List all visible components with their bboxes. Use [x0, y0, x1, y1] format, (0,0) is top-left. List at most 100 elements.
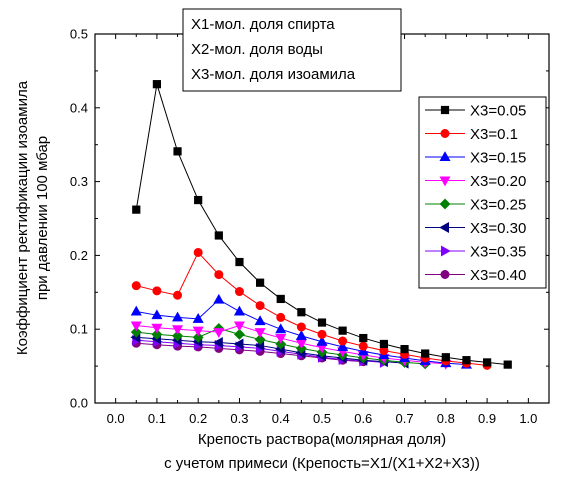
y-tick-labels: 0.0 0.1 0.2 0.3 0.4 0.5	[70, 27, 88, 411]
data-point	[317, 318, 327, 327]
legend-entries: X3=0.05 X3=0.1 X3=0.15 X3=0.20 X3=0.25 X3=0.3…	[425, 103, 526, 284]
data-point	[130, 326, 142, 338]
legend-entry: X3=0.35	[425, 244, 526, 261]
data-point	[131, 281, 141, 291]
data-point	[213, 328, 225, 338]
data-point	[255, 301, 265, 311]
legend-entry: X3=0.1	[425, 126, 518, 143]
legend-label: X3=0.25	[470, 197, 526, 214]
legend-marker	[440, 269, 450, 279]
y-tick-label: 0.0	[70, 396, 88, 411]
data-point	[295, 330, 307, 340]
y-tick-label: 0.5	[70, 27, 88, 42]
x-tick-label: 0.8	[437, 411, 455, 426]
series-line	[136, 324, 446, 365]
x-axis-title-line-2: с учетом примеси (Крепость=X1/(X1+X2+X3)…	[164, 455, 480, 472]
legend-entry: X3=0.30	[425, 220, 526, 237]
annotation-line-3: X3-мол. доля изоамила	[191, 66, 356, 83]
data-point	[173, 147, 182, 156]
x-tick-label: 0.5	[313, 411, 331, 426]
data-point	[462, 356, 471, 365]
data-point	[214, 270, 224, 280]
data-point	[275, 323, 287, 334]
legend: X3=0.05 X3=0.1 X3=0.15 X3=0.20 X3=0.25 X3=0.3…	[418, 96, 547, 289]
legend-entry: X3=0.25	[425, 197, 526, 214]
legend-marker	[440, 129, 450, 139]
data-point	[379, 339, 389, 349]
data-point	[359, 333, 368, 343]
legend-label: X3=0.15	[470, 150, 526, 167]
x-tick-label: 0.1	[148, 411, 166, 426]
data-point	[233, 305, 245, 316]
legend-marker	[439, 176, 451, 187]
data-point	[338, 326, 347, 335]
legend-entry: X3=0.20	[425, 173, 526, 190]
series-X3=0.1	[131, 247, 492, 370]
data-point	[441, 353, 450, 362]
legend-label: X3=0.30	[470, 220, 526, 237]
data-point	[400, 345, 409, 354]
data-point	[421, 349, 430, 358]
data-point	[337, 341, 349, 351]
x-axis-title-line-1: Крепость раствора(молярная доля)	[198, 431, 446, 448]
x-tick-label: 0.2	[189, 411, 207, 426]
data-point	[254, 328, 266, 338]
legend-label: X3=0.1	[470, 126, 518, 143]
y-axis-title-line-1: Коэффициент ректификации изоамила	[14, 80, 31, 355]
y-tick-label: 0.2	[70, 248, 88, 263]
data-point	[213, 336, 223, 348]
annotation-line-1: X1-мол. доля спирта	[191, 16, 335, 33]
data-point	[213, 293, 225, 304]
data-point	[192, 326, 204, 337]
data-point	[338, 336, 348, 346]
data-point	[482, 358, 492, 367]
x-tick-label: 0.3	[230, 411, 248, 426]
x-tick-labels: 0.0 0.1 0.2 0.3 0.4 0.5 0.6 0.7 0.8 0.9 1.0	[107, 411, 538, 426]
x-tick-label: 0.6	[354, 411, 372, 426]
data-point	[276, 294, 285, 304]
legend-marker	[439, 221, 450, 234]
y-tick-label: 0.3	[70, 174, 88, 189]
legend-entry: X3=0.05	[425, 103, 526, 120]
annotation-frame	[182, 8, 402, 92]
data-point	[235, 257, 244, 267]
y-tick-label: 0.4	[70, 100, 88, 115]
data-point	[152, 286, 162, 296]
data-point	[275, 334, 287, 344]
data-point	[234, 287, 244, 297]
legend-label: X3=0.05	[470, 103, 526, 120]
data-point	[130, 305, 142, 316]
data-point	[316, 335, 328, 346]
data-point	[233, 321, 245, 332]
x-tick-label: 0.0	[107, 411, 125, 426]
legend-entry: X3=0.15	[425, 150, 526, 167]
data-point	[172, 330, 183, 342]
data-point	[151, 323, 163, 334]
data-point	[151, 328, 163, 340]
data-point	[192, 313, 204, 323]
data-point	[172, 311, 184, 322]
data-point	[297, 308, 306, 317]
data-point	[276, 312, 286, 322]
x-tick-label: 1.0	[519, 411, 537, 426]
series-X3=0.05	[132, 80, 512, 369]
series-layer	[130, 80, 512, 370]
data-point	[173, 290, 183, 300]
y-axis-title-line-2: при давлении 100 мбар	[34, 136, 51, 300]
legend-label: X3=0.35	[470, 244, 526, 261]
data-point	[152, 80, 162, 89]
data-point	[254, 334, 266, 345]
legend-label: X3=0.20	[470, 173, 526, 190]
data-point	[234, 328, 245, 340]
legend-marker	[440, 245, 451, 257]
data-point	[296, 322, 306, 332]
legend-entry: X3=0.40	[425, 267, 526, 284]
data-point	[233, 338, 244, 350]
x-tick-label: 0.4	[272, 411, 290, 426]
data-point	[130, 321, 142, 332]
legend-marker	[439, 151, 451, 161]
data-point	[193, 247, 203, 257]
x-tick-label: 0.9	[478, 411, 496, 426]
data-point	[194, 195, 203, 205]
